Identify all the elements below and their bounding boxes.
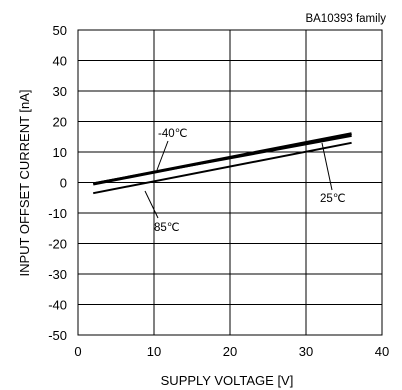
y-tick-label: 40 xyxy=(53,54,67,69)
series-layer xyxy=(92,132,352,195)
leader-85c xyxy=(144,190,159,219)
y-tick-labels: 50 40 30 20 10 0 -10 -20 -30 -40 -50 xyxy=(48,23,67,343)
y-tick-label: -30 xyxy=(48,267,67,282)
y-tick-label: 20 xyxy=(53,115,67,130)
x-tick-label: 0 xyxy=(74,344,81,359)
plot-frame xyxy=(77,29,383,336)
x-axis-label: SUPPLY VOLTAGE [V] xyxy=(161,373,294,388)
annotations: -40℃ 25℃ 85℃ xyxy=(144,128,346,234)
y-axis-label: INPUT OFFSET CURRENT [nA] xyxy=(17,89,32,276)
series-line-85 xyxy=(93,141,352,195)
series-label-25c: 25℃ xyxy=(320,193,346,205)
y-tick-label: 10 xyxy=(53,145,67,160)
y-tick-label: 0 xyxy=(60,176,67,191)
y-tick-label: -20 xyxy=(48,237,67,252)
chart-note: BA10393 family xyxy=(305,13,386,25)
series-label-minus40c: -40℃ xyxy=(158,128,188,140)
y-tick-label: 50 xyxy=(53,23,67,38)
y-tick-label: -40 xyxy=(48,298,67,313)
x-tick-label: 10 xyxy=(147,344,161,359)
x-tick-label: 40 xyxy=(375,344,389,359)
y-tick-label: 30 xyxy=(53,84,67,99)
series-line-25 xyxy=(93,134,352,185)
y-tick-label: -10 xyxy=(48,206,67,221)
y-tick-label: -50 xyxy=(48,328,67,343)
x-tick-labels: 0 10 20 30 40 xyxy=(74,344,389,359)
leader-minus40c xyxy=(156,140,169,171)
grid xyxy=(78,30,382,335)
series-label-85c: 85℃ xyxy=(154,222,180,234)
x-tick-label: 20 xyxy=(223,344,237,359)
leader-25c xyxy=(321,142,333,191)
x-tick-label: 30 xyxy=(299,344,313,359)
